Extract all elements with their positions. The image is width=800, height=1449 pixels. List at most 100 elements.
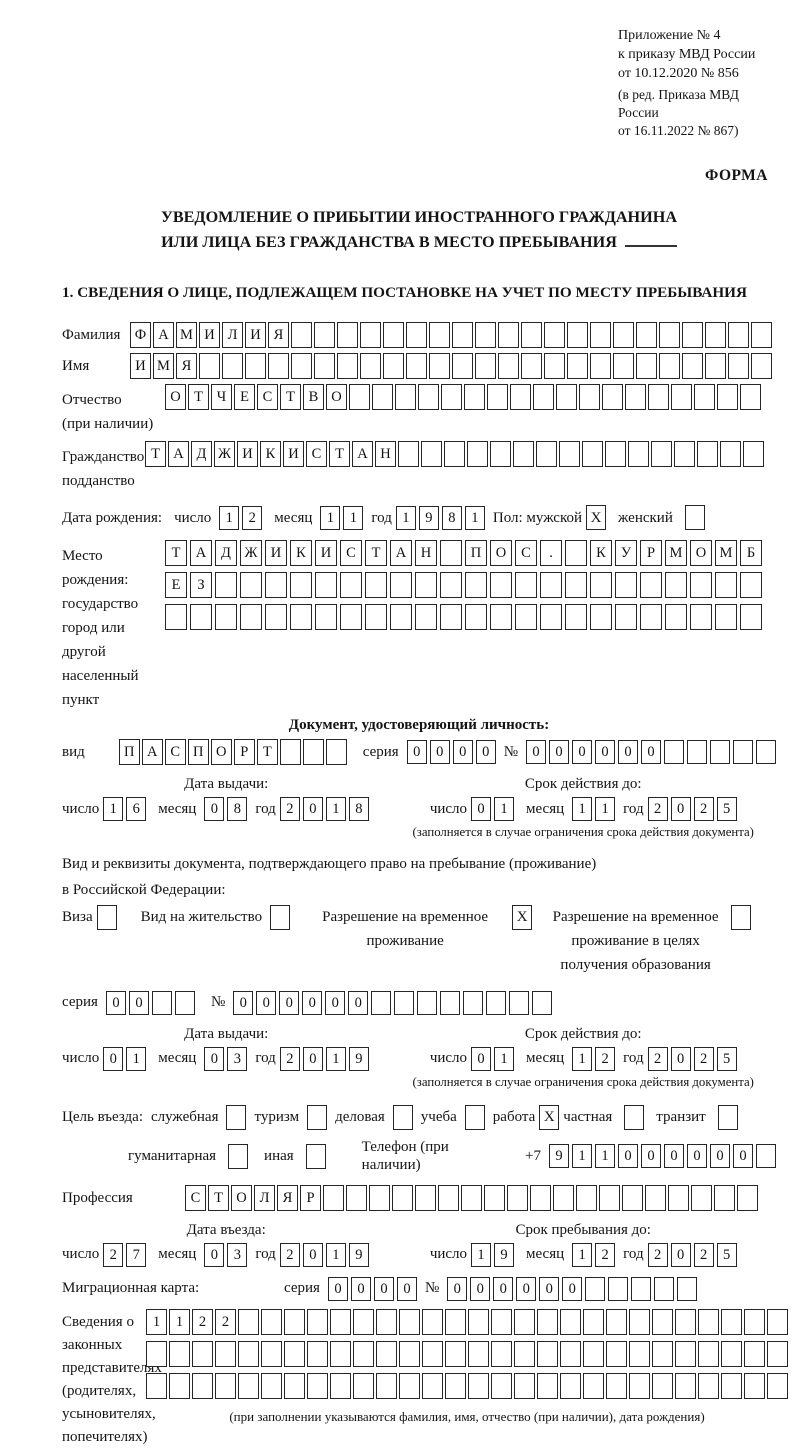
char-cell[interactable]: Б [740,540,762,567]
char-cell[interactable] [399,1340,420,1367]
char-cell[interactable]: А [390,540,412,567]
char-cell[interactable] [664,740,684,765]
char-cell[interactable] [491,1340,512,1367]
char-cell[interactable]: О [210,739,232,766]
char-cell[interactable]: Р [233,739,255,766]
char-cell[interactable] [445,1308,466,1335]
char-cell[interactable]: 0 [670,796,691,821]
char-cell[interactable]: 1 [325,796,346,821]
char-cell[interactable] [628,441,649,468]
char-cell[interactable] [733,740,753,765]
char-cell[interactable]: И [265,540,287,567]
char-cell[interactable]: К [260,441,281,468]
char-cell[interactable] [440,604,462,631]
char-cell[interactable] [622,1185,643,1212]
char-cell[interactable]: 1 [343,505,364,530]
char-cell[interactable] [751,322,772,349]
char-cell[interactable] [615,572,637,599]
char-cell[interactable]: 1 [126,1046,147,1071]
char-cell[interactable] [705,353,726,380]
char-cell[interactable] [376,1340,397,1367]
char-cell[interactable]: У [615,540,637,567]
char-cell[interactable]: Ж [240,540,262,567]
char-cell[interactable]: Т [208,1185,229,1212]
char-cell[interactable] [565,604,587,631]
char-cell[interactable] [659,322,680,349]
char-cell[interactable]: Л [222,322,243,349]
char-cell[interactable] [744,1372,765,1399]
char-cell[interactable] [468,1372,489,1399]
char-cell[interactable] [291,353,312,380]
char-cell[interactable]: Т [280,384,301,411]
char-cell[interactable]: 0 [373,1276,394,1301]
char-cell[interactable] [652,1372,673,1399]
char-cell[interactable]: 2 [693,1242,714,1267]
char-cell[interactable]: 2 [103,1242,124,1267]
char-cell[interactable]: 0 [348,990,369,1015]
char-cell[interactable] [365,572,387,599]
char-cell[interactable]: 0 [687,1144,707,1169]
char-cell[interactable] [728,322,749,349]
char-cell[interactable] [544,353,565,380]
char-cell[interactable] [509,990,530,1015]
female-checkbox[interactable] [684,505,705,531]
char-cell[interactable]: Е [165,572,187,599]
char-cell[interactable]: Л [254,1185,275,1212]
char-cell[interactable] [369,1185,390,1212]
char-cell[interactable] [199,353,220,380]
char-cell[interactable]: 0 [302,1242,323,1267]
char-cell[interactable]: 0 [302,796,323,821]
char-cell[interactable] [346,1185,367,1212]
char-cell[interactable]: 5 [716,796,737,821]
char-cell[interactable]: А [168,441,189,468]
char-cell[interactable] [560,1340,581,1367]
char-cell[interactable]: С [515,540,537,567]
char-cell[interactable]: 2 [693,1046,714,1071]
char-cell[interactable] [240,572,262,599]
char-cell[interactable] [537,1372,558,1399]
char-cell[interactable]: Ф [130,322,151,349]
char-cell[interactable] [756,740,776,765]
char-cell[interactable]: 1 [471,1242,492,1267]
char-cell[interactable]: 8 [348,796,369,821]
char-cell[interactable]: 3 [227,1046,248,1071]
char-cell[interactable] [652,1308,673,1335]
char-cell[interactable]: 0 [641,1144,661,1169]
char-cell[interactable]: 0 [256,990,277,1015]
char-cell[interactable]: И [283,441,304,468]
char-cell[interactable] [360,322,381,349]
char-cell[interactable] [490,604,512,631]
char-cell[interactable] [721,1340,742,1367]
char-cell[interactable] [521,353,542,380]
residence-permit-checkbox[interactable] [270,904,291,930]
char-cell[interactable] [325,739,347,766]
char-cell[interactable] [461,1185,482,1212]
char-cell[interactable] [441,384,462,411]
char-cell[interactable] [675,1308,696,1335]
char-cell[interactable]: 1 [103,796,124,821]
char-cell[interactable]: 0 [710,1144,730,1169]
char-cell[interactable] [307,1308,328,1335]
char-cell[interactable]: П [118,739,140,766]
char-cell[interactable]: 0 [618,740,638,765]
char-cell[interactable] [290,604,312,631]
char-cell[interactable]: 9 [494,1242,515,1267]
char-cell[interactable]: 0 [470,1276,491,1301]
char-cell[interactable]: 0 [475,740,496,765]
char-cell[interactable] [284,1372,305,1399]
purpose-transit-checkbox[interactable] [717,1104,738,1130]
char-cell[interactable] [536,441,557,468]
temporary-residence-checkbox[interactable]: X [512,904,533,930]
purpose-other-checkbox[interactable] [305,1143,326,1169]
char-cell[interactable] [652,1340,673,1367]
char-cell[interactable]: 1 [325,1242,346,1267]
char-cell[interactable] [390,572,412,599]
purpose-work-checkbox[interactable]: X [539,1104,560,1130]
char-cell[interactable]: Т [329,441,350,468]
char-cell[interactable] [743,441,764,468]
char-cell[interactable] [640,604,662,631]
char-cell[interactable] [415,604,437,631]
char-cell[interactable] [537,1340,558,1367]
char-cell[interactable] [445,1340,466,1367]
purpose-official-checkbox[interactable] [226,1104,247,1130]
